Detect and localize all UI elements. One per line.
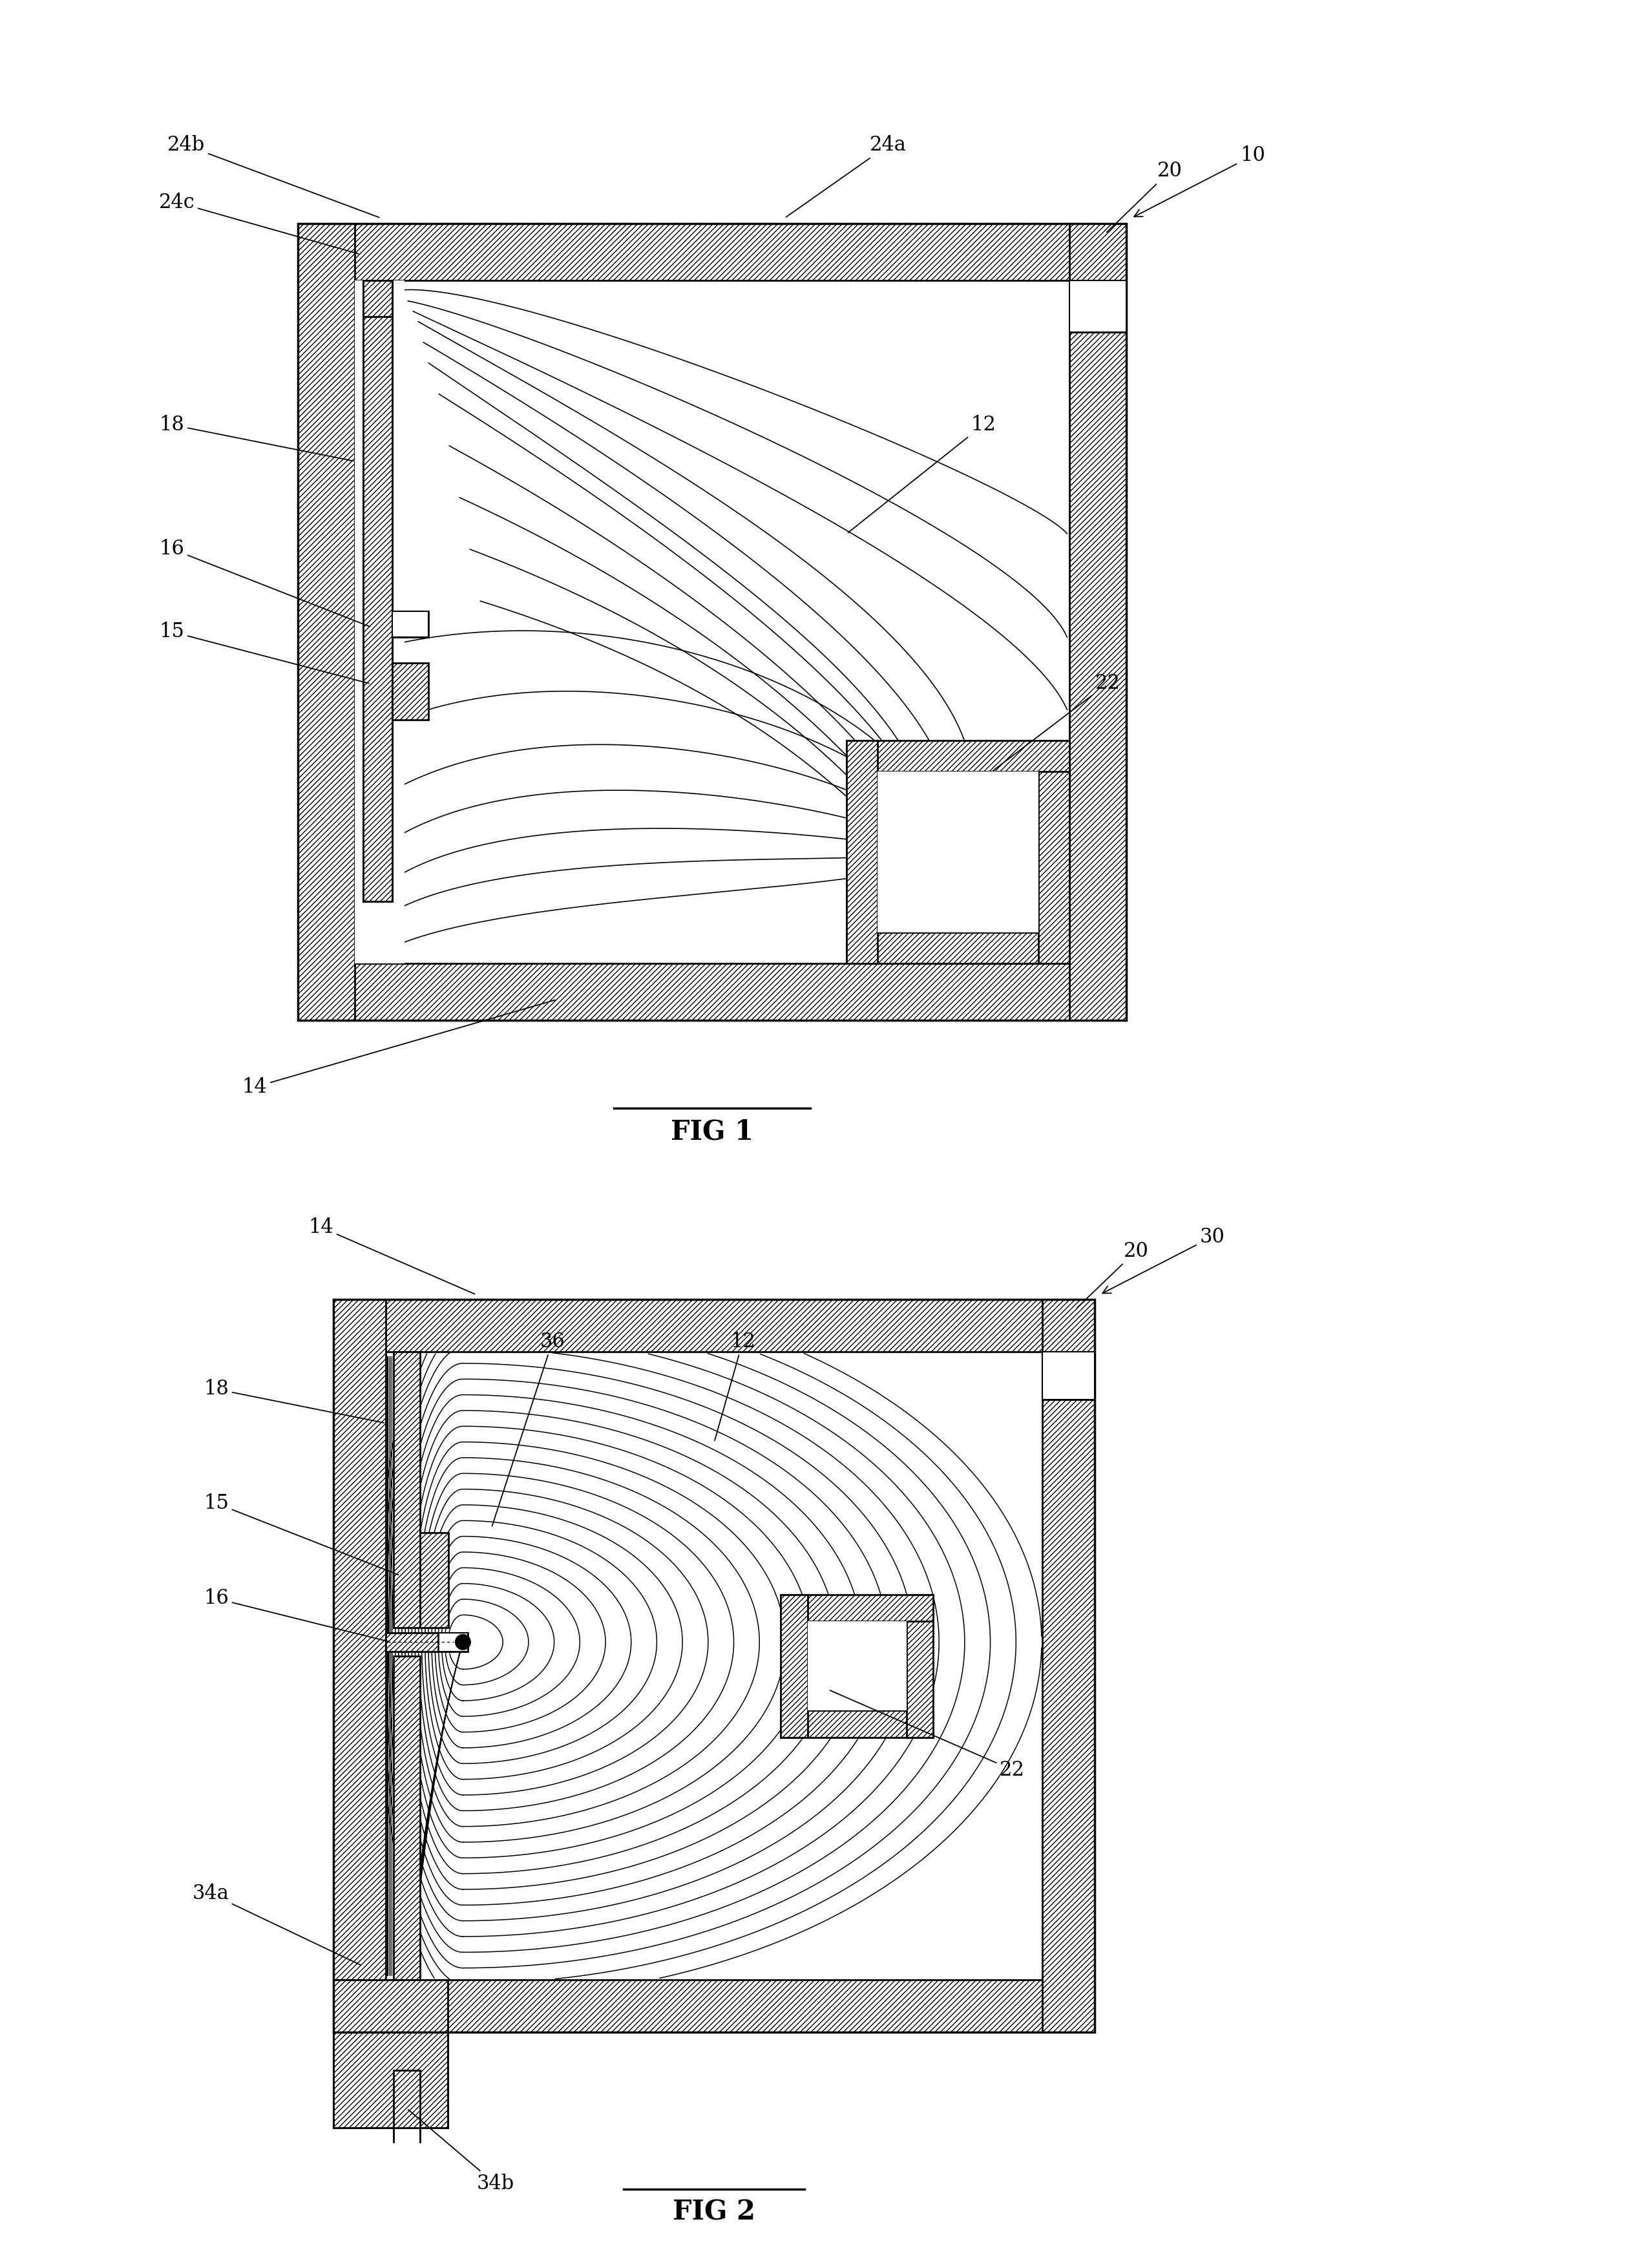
Text: 14: 14 [308,1218,474,1295]
Text: 15: 15 [203,1492,399,1574]
Bar [356,281,405,964]
Bar [385,1633,467,1651]
Bar [298,222,1127,281]
Text: 16: 16 [203,1588,389,1642]
Bar [364,281,392,900]
Text: 12: 12 [715,1331,756,1440]
Bar [1069,281,1127,331]
Text: 22: 22 [830,1690,1025,1780]
Bar [392,612,428,637]
Text: 24a: 24a [786,136,907,218]
Bar [781,1594,933,1622]
Text: 30: 30 [1102,1227,1225,1293]
Bar [877,771,1038,932]
Bar [1043,1352,1096,1399]
Text: 20: 20 [1077,1241,1148,1309]
Bar [1069,281,1127,331]
Text: 34a: 34a [192,1882,361,1964]
Bar [846,932,1069,964]
Bar [385,1633,438,1651]
Text: 22: 22 [992,674,1120,771]
Text: 18: 18 [159,415,353,460]
Circle shape [456,1635,471,1649]
Text: 34b: 34b [408,2109,513,2193]
Bar [1043,1300,1096,2032]
Bar [907,1594,933,1737]
Bar [781,1710,933,1737]
Text: 15: 15 [159,621,369,683]
Bar [333,1300,1096,1352]
Bar [781,1594,807,1737]
Text: 18: 18 [203,1379,384,1422]
Text: 10: 10 [1133,145,1264,218]
Bar [392,662,428,719]
Bar [807,1622,907,1710]
Text: 36: 36 [492,1331,564,1526]
Bar [1069,222,1127,1021]
Text: FIG 2: FIG 2 [672,2200,756,2225]
Bar [298,964,1127,1021]
Bar [298,222,1127,1021]
Text: 14: 14 [243,1000,556,1098]
Bar [1038,742,1069,964]
Bar [333,1980,448,2127]
Bar [392,612,428,637]
Bar [364,281,392,900]
Bar [385,1633,467,1651]
Text: 24b: 24b [167,136,379,218]
Text: 24c: 24c [159,193,359,254]
Text: 16: 16 [159,540,369,626]
Bar [394,1656,420,1980]
Bar [364,281,392,318]
Bar [298,222,356,1021]
Text: FIG 1: FIG 1 [671,1118,753,1145]
Bar [394,1352,420,1628]
Bar [333,1980,448,2127]
Text: 20: 20 [1107,161,1182,231]
Bar [1043,1352,1096,1399]
Bar [420,1533,449,1628]
Bar [394,2071,420,2127]
Bar [333,1300,385,2032]
Bar [333,1980,1096,2032]
Bar [846,742,877,964]
Bar [846,742,1069,771]
Bar [333,1300,1096,2032]
Text: 12: 12 [848,415,995,533]
